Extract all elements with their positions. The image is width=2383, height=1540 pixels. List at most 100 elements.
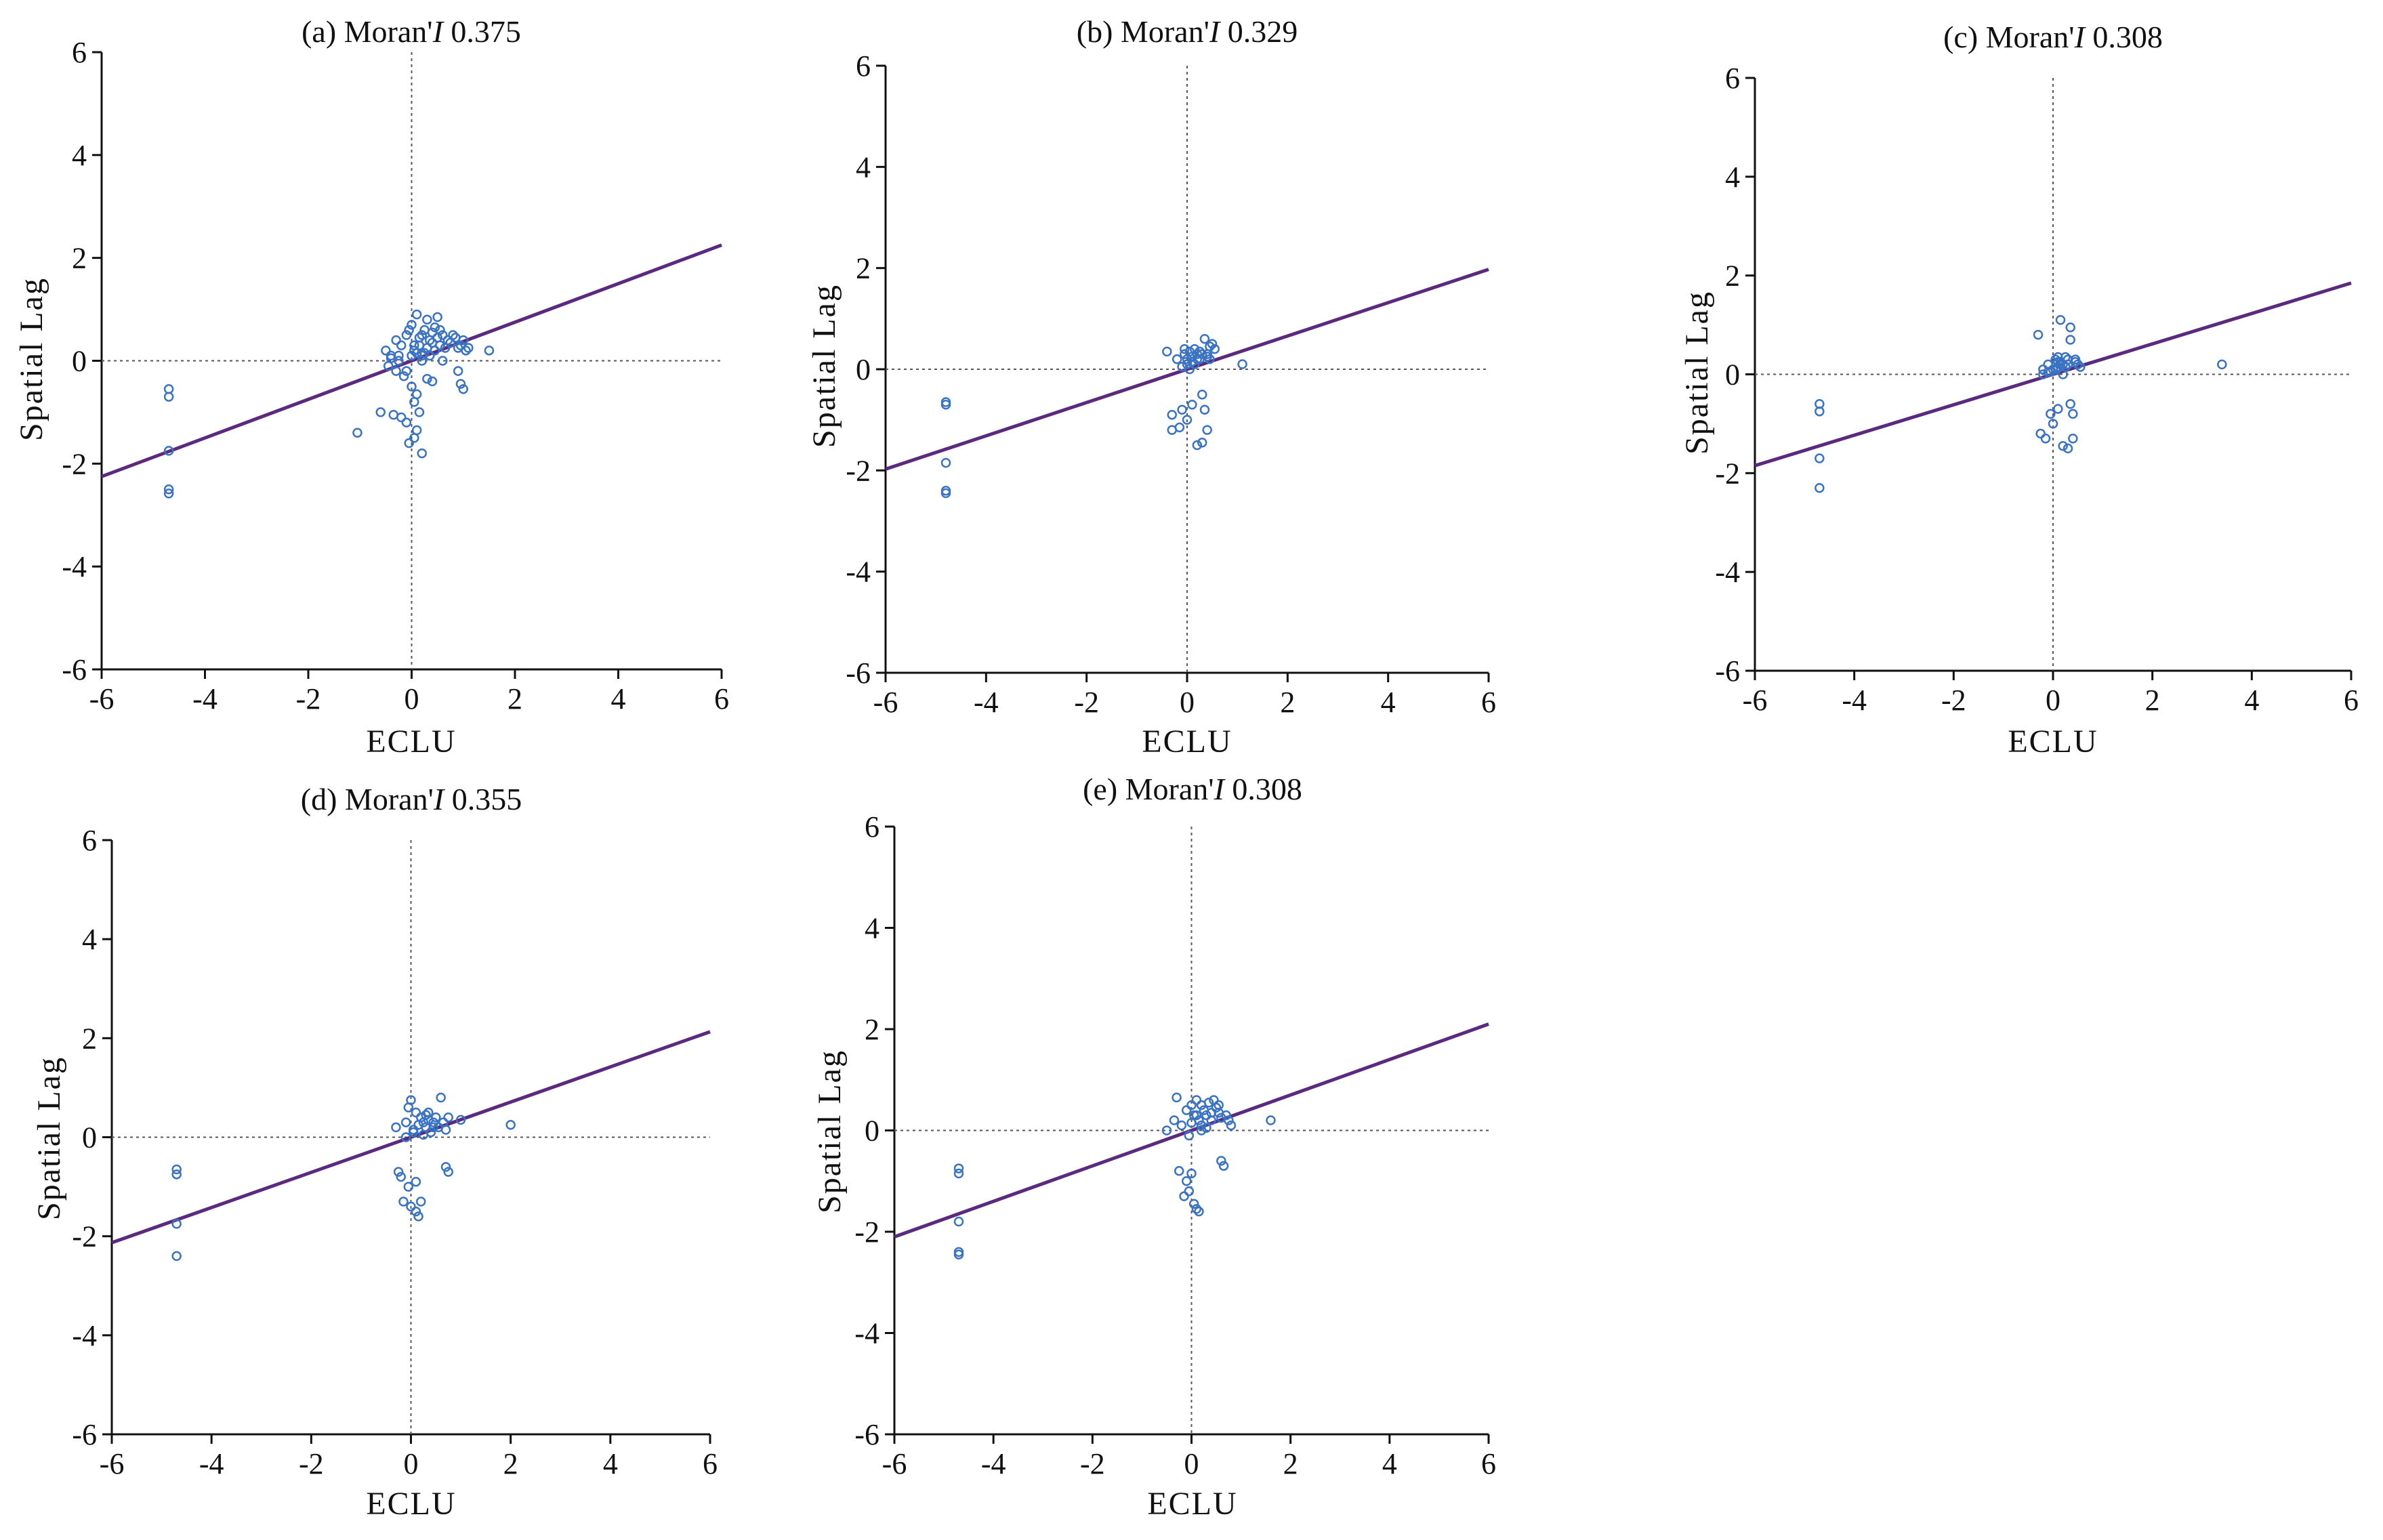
x-axis-label: ECLU xyxy=(2008,724,2098,759)
x-tick-label: 4 xyxy=(1381,686,1396,719)
scatter-point xyxy=(1194,1206,1204,1217)
y-tick-label: -6 xyxy=(62,653,87,686)
scatter-point xyxy=(404,438,414,449)
panel-b: (b) Moran'I 0.329 -6 -4 -2 0 2 4 6 6 4 2 0 -2 -4 -6 E… xyxy=(806,14,1496,759)
scatter-point xyxy=(448,330,458,340)
scatter-point xyxy=(1186,1168,1197,1179)
scatter-point xyxy=(432,312,442,322)
panel-c: (c) Moran'I 0.308 -6 -4 -2 0 2 4 6 6 4 2 0 -2 -4 -6 E… xyxy=(1679,20,2359,759)
y-axis-label: Spatial Lag xyxy=(806,284,842,448)
y-tick-label: 6 xyxy=(856,49,871,83)
x-tick-label: 6 xyxy=(1481,1447,1496,1480)
panel-title: (b) Moran'I 0.329 xyxy=(1077,14,1298,49)
scatter-point xyxy=(1197,390,1207,400)
y-tick-label: 6 xyxy=(72,36,87,69)
scatter-point xyxy=(1172,354,1182,365)
scatter-point xyxy=(163,484,174,495)
x-tick-label: -4 xyxy=(981,1447,1006,1480)
scatter-point xyxy=(1192,349,1203,359)
scatter-point xyxy=(2065,399,2075,409)
x-tick-label: 4 xyxy=(603,1447,618,1480)
scatter-point xyxy=(407,381,417,392)
scatter-point xyxy=(940,457,951,468)
scatter-point xyxy=(163,392,174,402)
scatter-point xyxy=(953,1216,964,1227)
scatter-point xyxy=(461,346,471,356)
scatter-point xyxy=(1174,1166,1184,1176)
scatter-point xyxy=(396,1171,407,1182)
scatter-point xyxy=(386,350,396,361)
scatter-point xyxy=(438,330,448,340)
y-tick-label: -2 xyxy=(846,454,871,487)
scatter-point xyxy=(940,488,951,499)
regression-line xyxy=(111,1030,711,1245)
x-axis-label: ECLU xyxy=(1147,1486,1237,1522)
x-tick-label: -6 xyxy=(100,1447,125,1480)
scatter-point xyxy=(1191,1095,1202,1105)
x-tick-label: 4 xyxy=(2244,684,2259,717)
x-axis-label: ECLU xyxy=(366,724,456,759)
scatter-point xyxy=(419,348,430,358)
scatter-point xyxy=(171,1219,182,1229)
x-tick-label: -2 xyxy=(299,1447,324,1480)
scatter-point xyxy=(163,488,174,499)
y-tick-label: 0 xyxy=(865,1115,879,1148)
scatter-point xyxy=(1195,354,1205,365)
x-tick-label: 4 xyxy=(611,682,626,715)
panel-title: (c) Moran'I 0.308 xyxy=(1943,20,2163,54)
scatter-point xyxy=(417,448,427,459)
scatter-point xyxy=(1237,359,1247,369)
scatter-point xyxy=(1174,422,1185,433)
scatter-point xyxy=(2060,362,2071,372)
scatter-point xyxy=(401,417,412,428)
scatter-point xyxy=(406,1201,416,1212)
scatter-point xyxy=(411,1107,421,1118)
scatter-point xyxy=(1189,359,1200,369)
scatter-point xyxy=(1186,1100,1197,1110)
scatter-point xyxy=(2065,322,2075,333)
y-tick-label: -6 xyxy=(72,1418,97,1451)
y-tick-label: -6 xyxy=(1715,654,1740,688)
scatter-point xyxy=(1181,1105,1192,1115)
scatter-point xyxy=(421,1110,431,1120)
scatter-point xyxy=(1181,1176,1192,1186)
regression-line xyxy=(101,243,722,478)
y-tick-label: 4 xyxy=(82,923,97,956)
scatter-point xyxy=(424,350,435,361)
scatter-point xyxy=(1199,404,1210,415)
regression-line xyxy=(894,1022,1489,1239)
scatter-point xyxy=(1221,1110,1231,1121)
scatter-point xyxy=(953,1163,964,1173)
scatter-point xyxy=(403,1102,414,1112)
scatter-point xyxy=(1216,1112,1226,1123)
scatter-point xyxy=(400,1132,411,1142)
scatter-point xyxy=(430,346,440,356)
scatter-point xyxy=(2073,359,2083,370)
x-tick-label: 6 xyxy=(1481,686,1496,719)
scatter-point xyxy=(2033,329,2044,340)
scatter-point xyxy=(2035,428,2046,439)
scatter-point xyxy=(428,1117,438,1127)
x-tick-label: -6 xyxy=(882,1447,907,1480)
scatter-point xyxy=(1196,1125,1207,1136)
scatter-point xyxy=(1201,1123,1211,1133)
scatter-point xyxy=(1203,1098,1214,1108)
x-tick-label: 0 xyxy=(1184,1447,1199,1480)
scatter-point xyxy=(435,340,445,350)
x-axis-label: ECLU xyxy=(366,1486,456,1522)
scatter-point xyxy=(171,1251,182,1262)
scatter-point xyxy=(443,1112,453,1123)
y-tick-label: 6 xyxy=(1725,62,1740,95)
scatter-point xyxy=(418,1129,429,1140)
scatter-point xyxy=(463,343,474,353)
plot-area: -6 -4 -2 0 2 4 6 6 4 2 0 -2 -4 -6 xyxy=(72,824,718,1480)
scatter-point xyxy=(394,356,404,366)
plot-area: -6 -4 -2 0 2 4 6 6 4 2 0 -2 -4 -6 xyxy=(62,36,729,715)
scatter-point xyxy=(404,325,414,335)
y-tick-label: 2 xyxy=(72,242,87,275)
y-tick-label: -4 xyxy=(846,556,871,589)
y-tick-label: -2 xyxy=(854,1215,879,1249)
scatter-point xyxy=(455,379,466,389)
x-tick-label: 0 xyxy=(404,1447,419,1480)
